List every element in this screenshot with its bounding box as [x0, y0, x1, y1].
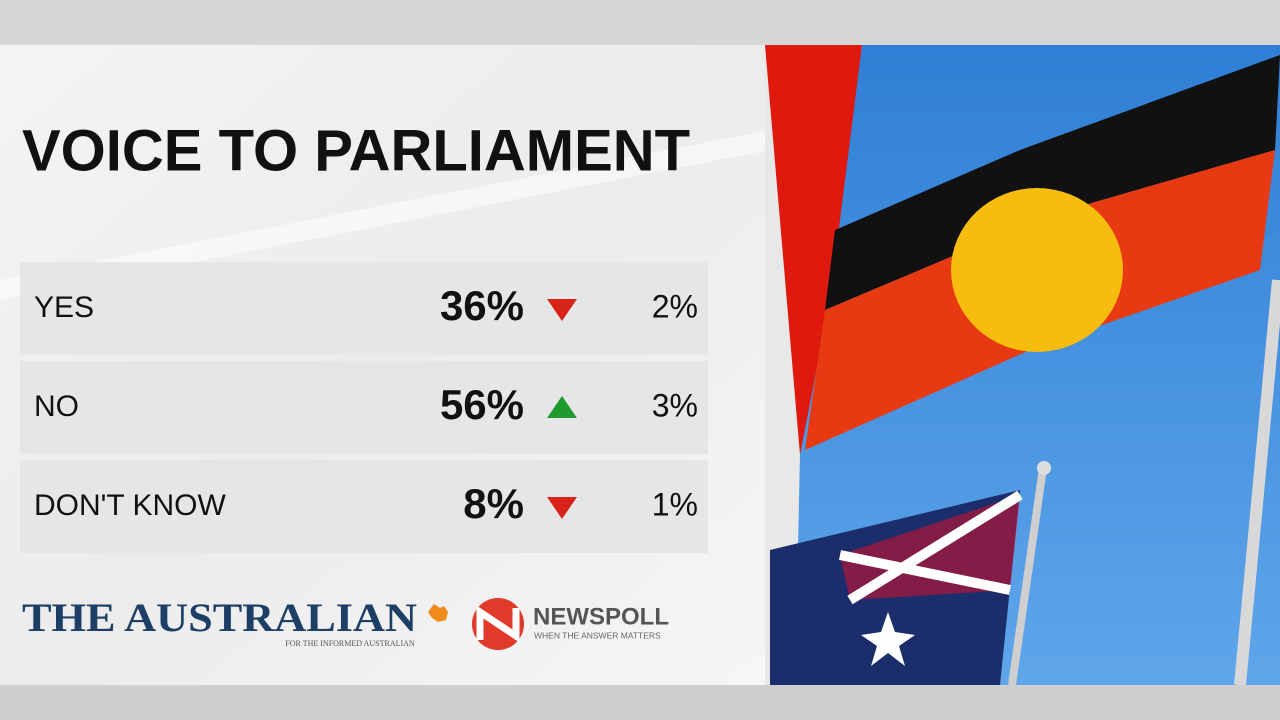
- newspoll-tagline: WHEN THE ANSWER MATTERS: [534, 630, 661, 640]
- flag-black: [825, 55, 1280, 310]
- change-arrow: [547, 497, 577, 519]
- flagpole-cap: [1037, 461, 1051, 475]
- row-label: YES: [34, 291, 94, 324]
- results-table: YES 36% 2% NO 56% 3% DON'T KNOW 8% 1%: [20, 262, 708, 553]
- red-stripe: [765, 45, 862, 455]
- change-arrow: [547, 396, 577, 418]
- row-change: 3%: [652, 387, 698, 423]
- flag-star: [861, 612, 915, 666]
- flag-sun: [951, 188, 1123, 352]
- row-background: [20, 361, 708, 454]
- bottom-band: [0, 685, 1280, 720]
- australian-logo: THE AUSTRALIAN: [22, 595, 417, 640]
- newspoll-n: [476, 605, 520, 643]
- row-change: 1%: [652, 486, 698, 522]
- photo: [765, 45, 1280, 686]
- table-row: YES 36% 2%: [20, 262, 708, 355]
- row-label: NO: [34, 390, 79, 423]
- panel-stripe: [0, 130, 770, 300]
- change-arrow: [547, 299, 577, 321]
- table-row: DON'T KNOW 8% 1%: [20, 460, 708, 553]
- australian-tagline: FOR THE INFORMED AUSTRALIAN: [285, 639, 415, 648]
- newspoll-logo: NEWSPOLL: [533, 603, 669, 630]
- flagpole: [1234, 279, 1280, 686]
- row-value: 8%: [463, 480, 524, 527]
- row-label: DON'T KNOW: [34, 489, 227, 522]
- row-value: 56%: [440, 381, 524, 428]
- table-row: NO 56% 3%: [20, 361, 708, 454]
- row-background: [20, 262, 708, 355]
- row-change: 2%: [652, 288, 698, 324]
- title: VOICE TO PARLIAMENT: [22, 118, 690, 183]
- australia-icon: [428, 604, 448, 622]
- flagpole: [1008, 467, 1047, 686]
- union-jack-cross: [838, 490, 1023, 605]
- row-background: [20, 460, 708, 553]
- row-value: 36%: [440, 282, 524, 329]
- newspoll-icon: [472, 598, 524, 650]
